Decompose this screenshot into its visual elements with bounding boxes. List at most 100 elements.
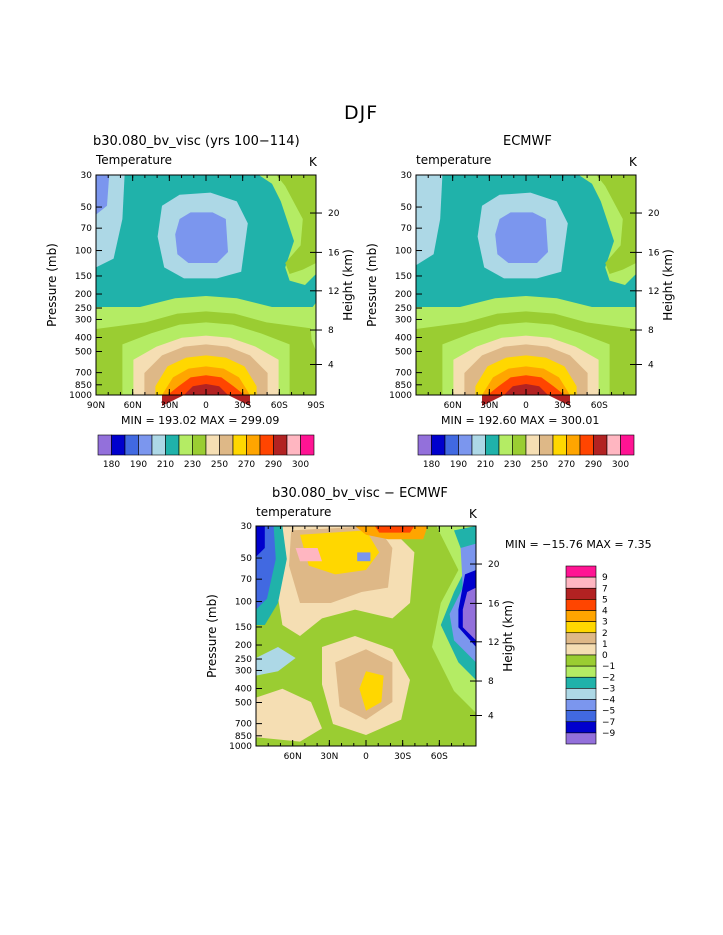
x-tick-label: 0 <box>523 401 529 411</box>
panel2-subtitle-right: K <box>629 155 637 169</box>
y-tick-label: 500 <box>235 699 252 709</box>
height-axis-title: Height (km) <box>661 249 675 320</box>
temp-colorbar-swatch <box>192 434 207 456</box>
diff-colorbar-label: 9 <box>602 573 608 583</box>
temp-colorbar-label: 210 <box>157 460 174 470</box>
diff-region-left-lightblue <box>256 647 296 676</box>
x-tick-label: 30N <box>160 401 178 411</box>
x-tick-label: 30S <box>554 401 571 411</box>
diff-region-left-navy <box>256 526 265 557</box>
x-tick-label: 60N <box>284 752 302 762</box>
y-tick-label: 250 <box>395 304 412 314</box>
temp-colorbar2-label: 290 <box>585 460 602 470</box>
panel1-contours <box>96 175 316 406</box>
temp-colorbar2-swatch <box>606 434 621 456</box>
diff-region-blob <box>357 552 371 562</box>
temp-colorbar2-label: 270 <box>558 460 575 470</box>
temp-colorbar-swatch <box>300 434 315 456</box>
temp-colorbar-swatch <box>232 434 247 456</box>
temp-region-trop-colder <box>495 212 548 263</box>
y-tick-label: 150 <box>75 272 92 282</box>
temp-colorbar-swatch <box>111 434 126 456</box>
temp-colorbar-swatch <box>178 434 193 456</box>
diff-colorbar-label: −5 <box>602 707 615 717</box>
height-tick-label: 4 <box>648 361 654 371</box>
diff-region-red-top <box>374 526 415 533</box>
figure-title: DJF <box>344 102 379 124</box>
height-tick-label: 4 <box>328 361 334 371</box>
x-tick-label: 60S <box>431 752 448 762</box>
panel1-subtitle-right: K <box>309 155 317 169</box>
temp-colorbar2-label: 300 <box>612 460 629 470</box>
diff-region-yellow-mid <box>359 671 384 711</box>
y-tick-label: 700 <box>235 720 252 730</box>
height-tick-label: 8 <box>488 677 494 687</box>
y-tick-label: 100 <box>235 598 252 608</box>
temp-colorbar-swatch <box>259 434 274 456</box>
temp-colorbar-label: 300 <box>292 460 309 470</box>
temp-colorbar-swatch <box>286 434 301 456</box>
y-tick-label: 850 <box>75 381 92 391</box>
height-tick-label: 12 <box>488 638 499 648</box>
y-tick-label: 400 <box>235 685 252 695</box>
panel3-contours <box>256 526 476 746</box>
height-tick-label: 8 <box>328 326 334 336</box>
x-tick-label: 60S <box>591 401 608 411</box>
panel2-subtitle-left: temperature <box>416 153 492 167</box>
diff-colorbar-label: 1 <box>602 640 608 650</box>
y-tick-label: 1000 <box>69 391 92 401</box>
y-tick-label: 100 <box>395 247 412 257</box>
diff-region-pink-top <box>295 548 322 562</box>
temp-colorbar-swatch <box>205 434 220 456</box>
panel3-subtitle-right: K <box>469 507 477 521</box>
y-tick-label: 500 <box>75 348 92 358</box>
temp-colorbar2-swatch <box>471 434 486 456</box>
y-tick-label: 400 <box>395 334 412 344</box>
x-tick-label: 60N <box>124 401 142 411</box>
panel2-title: ECMWF <box>503 134 552 149</box>
y-tick-label: 30 <box>401 171 413 181</box>
x-tick-label: 0 <box>363 752 369 762</box>
temp-colorbar2-label: 250 <box>531 460 548 470</box>
diff-colorbar-label: −4 <box>602 696 616 706</box>
diff-colorbar-label: −3 <box>602 684 615 694</box>
y-tick-label: 70 <box>241 575 253 585</box>
temp-colorbar-swatch <box>124 434 139 456</box>
diff-colorbar-swatch <box>565 621 597 634</box>
temp-colorbar2-swatch <box>458 434 473 456</box>
height-tick-label: 16 <box>648 248 660 258</box>
temp-colorbar-swatch <box>97 434 112 456</box>
y-tick-label: 500 <box>395 348 412 358</box>
diff-colorbar-label: 3 <box>602 618 608 628</box>
y-tick-label: 1000 <box>389 391 412 401</box>
x-tick-label: 30N <box>320 752 338 762</box>
y-tick-label: 30 <box>81 171 93 181</box>
temp-colorbar-swatch <box>138 434 153 456</box>
diff-colorbar-swatch <box>565 576 597 589</box>
temp-colorbar-swatch <box>165 434 180 456</box>
y-tick-label: 1000 <box>229 742 252 752</box>
y-axis-title: Pressure (mb) <box>205 594 219 678</box>
diff-colorbar-swatch <box>565 665 597 678</box>
temp-region-trop-colder <box>175 212 228 263</box>
panel1-title: b30.080_bv_visc (yrs 100−114) <box>93 134 300 149</box>
y-tick-label: 200 <box>395 290 412 300</box>
temp-colorbar-label: 290 <box>265 460 282 470</box>
x-tick-label: 90S <box>307 401 324 411</box>
diff-region-right-purple <box>462 587 476 641</box>
temp-colorbar-swatch <box>246 434 261 456</box>
height-tick-label: 20 <box>328 209 340 219</box>
panel1-min-max: MIN = 193.02 MAX = 299.09 <box>121 414 280 427</box>
diff-region-yellow-top <box>300 530 380 575</box>
temp-colorbar2-swatch <box>444 434 459 456</box>
y-tick-label: 70 <box>81 224 93 234</box>
height-tick-label: 16 <box>488 599 500 609</box>
temp-colorbar-label: 230 <box>184 460 201 470</box>
diff-colorbar-label: 2 <box>602 629 608 639</box>
x-tick-label: 60N <box>444 401 462 411</box>
y-tick-label: 700 <box>75 369 92 379</box>
panel2-min-max: MIN = 192.60 MAX = 300.01 <box>441 414 600 427</box>
temp-colorbar2-label: 230 <box>504 460 521 470</box>
temp-colorbar-swatch <box>219 434 234 456</box>
